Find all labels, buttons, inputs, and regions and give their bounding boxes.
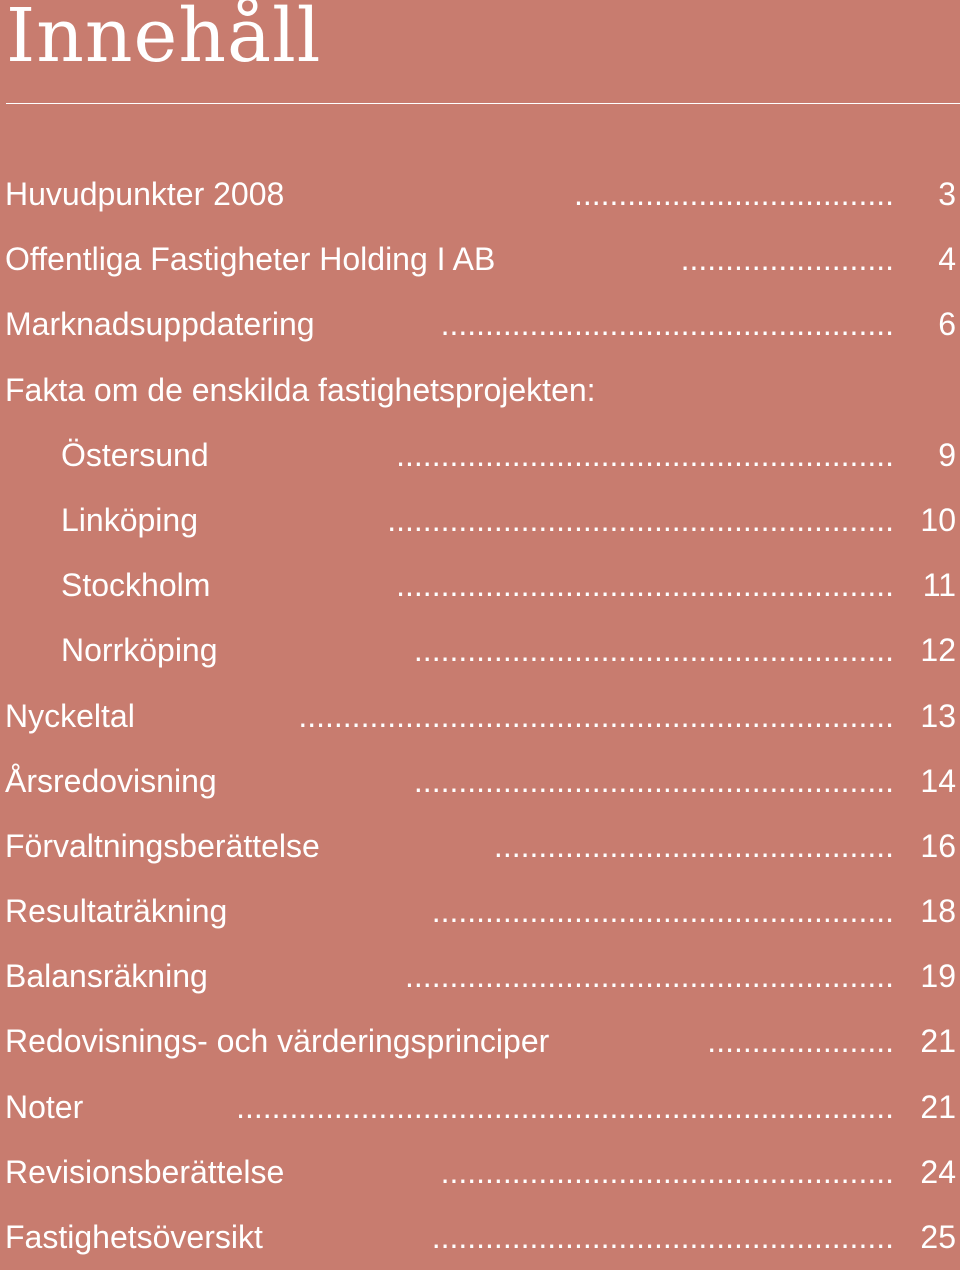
toc-entry[interactable]: Resultaträkning ........................… [0, 879, 960, 944]
toc-entry-label: Redovisnings- och värderingsprinciper [5, 1023, 550, 1060]
toc-entry[interactable]: Balansräkning ..........................… [0, 944, 960, 1009]
toc-entry[interactable]: Förvaltningsberättelse .................… [0, 814, 960, 879]
table-of-contents: Huvudpunkter 2008 ......................… [0, 162, 960, 1270]
toc-entry[interactable]: Årsredovisning .........................… [0, 749, 960, 814]
toc-subentry[interactable]: Stockholm ..............................… [0, 553, 960, 618]
toc-page-number: 10 [920, 501, 956, 538]
toc-entry-label: Stockholm [61, 567, 211, 604]
title-divider [6, 103, 960, 104]
toc-subentry[interactable]: Norrköping .............................… [0, 618, 960, 683]
toc-entry[interactable]: Marknadsuppdatering ....................… [0, 292, 960, 357]
toc-page-number: 9 [938, 436, 956, 473]
toc-entry[interactable]: Offentliga Fastigheter Holding I AB ....… [0, 227, 960, 292]
toc-entry-label: Fastighetsöversikt [5, 1219, 263, 1255]
toc-dot-leader: ........................................… [493, 827, 894, 864]
toc-dot-leader: ........................................… [387, 501, 894, 538]
toc-dot-leader: ..................... [707, 1023, 894, 1060]
toc-page-number: 6 [938, 306, 956, 343]
toc-entry-label: Norrköping [61, 632, 218, 669]
page-title: Innehåll [6, 0, 322, 79]
toc-section-heading: Fakta om de enskilda fastighetsprojekten… [0, 358, 960, 423]
toc-dot-leader: ........................ [680, 241, 894, 278]
toc-entry-label: Huvudpunkter 2008 [5, 176, 285, 212]
toc-entry-label: Revisionsberättelse [5, 1153, 285, 1190]
toc-entry-label: Linköping [61, 501, 198, 538]
toc-dot-leader: ........................................… [431, 893, 894, 930]
toc-entry-label: Nyckeltal [5, 697, 135, 734]
toc-dot-leader: ........................................… [440, 1153, 894, 1190]
toc-entry-label: Årsredovisning [5, 762, 217, 799]
toc-page-number: 19 [920, 958, 956, 995]
toc-page-number: 21 [920, 1088, 956, 1125]
toc-page-number: 13 [920, 697, 956, 734]
toc-subentry[interactable]: Linköping ..............................… [0, 488, 960, 553]
toc-page-number: 12 [920, 632, 956, 669]
toc-section-heading-label: Fakta om de enskilda fastighetsprojekten… [5, 371, 596, 408]
toc-dot-leader: ........................................… [396, 567, 894, 604]
toc-entry-label: Förvaltningsberättelse [5, 827, 320, 864]
toc-entry[interactable]: Redovisnings- och värderingsprinciper ..… [0, 1009, 960, 1074]
toc-page-number: 14 [920, 762, 956, 799]
toc-entry[interactable]: Fastighetsöversikt .....................… [0, 1205, 960, 1270]
toc-entry-label: Balansräkning [5, 958, 208, 995]
toc-dot-leader: ........................................… [440, 306, 894, 343]
toc-dot-leader: ........................................… [396, 436, 894, 473]
toc-dot-leader: ........................................… [236, 1088, 894, 1125]
toc-page-number: 4 [938, 241, 956, 278]
toc-dot-leader: ........................................… [405, 958, 894, 995]
toc-entry[interactable]: Revisionsberättelse ....................… [0, 1140, 960, 1205]
toc-page-number: 25 [920, 1219, 956, 1255]
toc-entry-label: Resultaträkning [5, 893, 228, 930]
toc-entry-label: Marknadsuppdatering [5, 306, 315, 343]
toc-dot-leader: ........................................… [298, 697, 894, 734]
toc-subentry[interactable]: Östersund ..............................… [0, 423, 960, 488]
toc-page-number: 18 [920, 893, 956, 930]
toc-page-number: 21 [920, 1023, 956, 1060]
toc-page-number: 24 [920, 1153, 956, 1190]
toc-dot-leader: ........................................… [413, 632, 894, 669]
toc-dot-leader: ........................................… [431, 1219, 894, 1255]
toc-entry[interactable]: Huvudpunkter 2008 ......................… [0, 162, 960, 227]
toc-page-number: 11 [922, 567, 956, 604]
toc-dot-leader: .................................... [573, 176, 894, 212]
toc-entry-label: Noter [5, 1088, 84, 1125]
toc-entry[interactable]: Noter ..................................… [0, 1075, 960, 1140]
toc-page-number: 3 [938, 176, 956, 212]
toc-entry[interactable]: Nyckeltal ..............................… [0, 684, 960, 749]
toc-entry-label: Östersund [61, 436, 209, 473]
toc-dot-leader: ........................................… [413, 762, 894, 799]
toc-entry-label: Offentliga Fastigheter Holding I AB [5, 241, 496, 278]
toc-page-number: 16 [920, 827, 956, 864]
